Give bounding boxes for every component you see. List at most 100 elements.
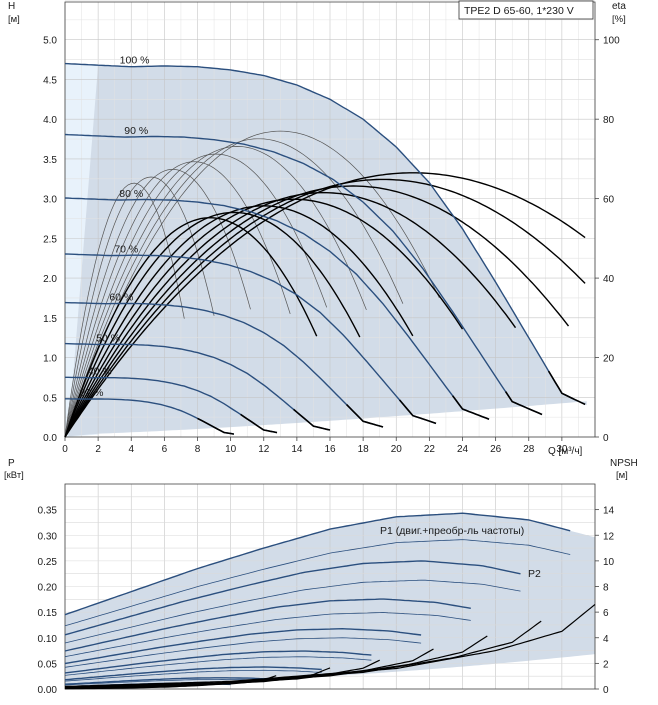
x-tick-label: 16 bbox=[324, 444, 336, 455]
x-tick-label: 28 bbox=[523, 444, 535, 455]
x-tick-label: 10 bbox=[225, 444, 237, 455]
p1-annotation: P1 (двиг.+преобр-ль частоты) bbox=[380, 525, 524, 537]
npsh-tick-label: 0 bbox=[603, 685, 609, 696]
npsh-tick-label: 14 bbox=[603, 506, 615, 517]
x-tick-label: 2 bbox=[95, 444, 101, 455]
p2-curve bbox=[64, 656, 372, 676]
y2-tick-label: 0 bbox=[603, 433, 609, 444]
p2-curve bbox=[64, 678, 273, 686]
head-curve bbox=[64, 342, 331, 431]
npsh-tick-label: 12 bbox=[603, 531, 615, 542]
power-axis-unit: [кВт] bbox=[4, 470, 24, 481]
power-tick-label: 0.10 bbox=[38, 634, 58, 645]
efficiency-curve bbox=[64, 191, 517, 438]
p1-curve bbox=[64, 627, 422, 665]
npsh-curve bbox=[65, 680, 231, 690]
y-tick-label: 3.5 bbox=[43, 155, 57, 166]
efficiency-curve bbox=[64, 130, 440, 438]
npsh-axis-label: NPSH bbox=[610, 458, 638, 469]
flow-axis-label: Q [м³/ч] bbox=[548, 446, 583, 457]
head-curve bbox=[64, 197, 490, 420]
x-tick-label: 4 bbox=[128, 444, 134, 455]
speed-label: 70 % bbox=[114, 243, 138, 255]
efficiency-curve bbox=[64, 146, 367, 438]
speed-label: 32 % bbox=[80, 387, 104, 399]
head-curve bbox=[64, 62, 586, 406]
y-tick-label: 1.0 bbox=[43, 354, 57, 365]
efficiency-curve bbox=[64, 211, 361, 438]
speed-label: 50 % bbox=[96, 332, 120, 344]
x-tick-label: 18 bbox=[358, 444, 370, 455]
p1-curve bbox=[64, 512, 571, 616]
head-curve bbox=[64, 253, 437, 425]
efficiency-curve bbox=[64, 216, 318, 438]
p1-curve bbox=[64, 677, 273, 685]
npsh-tick-label: 2 bbox=[603, 659, 609, 670]
x-tick-label: 20 bbox=[391, 444, 403, 455]
p1-curve bbox=[64, 650, 372, 674]
head-curve bbox=[64, 301, 384, 428]
power-tick-label: 0.00 bbox=[38, 685, 58, 696]
x-tick-label: 8 bbox=[195, 444, 201, 455]
p2-curve bbox=[64, 637, 422, 668]
x-tick-label: 0 bbox=[62, 444, 68, 455]
y-tick-label: 5.0 bbox=[43, 36, 57, 47]
efficiency-curve bbox=[64, 185, 570, 438]
p1-curve bbox=[64, 666, 322, 681]
power-tick-label: 0.25 bbox=[38, 557, 58, 568]
efficiency-curve bbox=[64, 153, 328, 438]
head-curve bbox=[64, 133, 543, 416]
x-tick-label: 12 bbox=[258, 444, 270, 455]
npsh-tick-label: 10 bbox=[603, 557, 615, 568]
power-tick-label: 0.05 bbox=[38, 659, 58, 670]
npsh-tick-label: 4 bbox=[603, 634, 609, 645]
head-curve-end bbox=[547, 370, 586, 406]
p1-curve bbox=[64, 560, 521, 636]
y-tick-label: 2.5 bbox=[43, 234, 57, 245]
npsh-tick-label: 6 bbox=[603, 608, 609, 619]
y-tick-label: 0.0 bbox=[43, 433, 57, 444]
p2-annotation: P2 bbox=[528, 568, 541, 580]
p2-curve bbox=[64, 669, 322, 682]
y-tick-label: 4.5 bbox=[43, 75, 57, 86]
y-tick-label: 2.0 bbox=[43, 274, 57, 285]
x-tick-label: 14 bbox=[291, 444, 303, 455]
p2-curve bbox=[64, 539, 571, 627]
x-tick-label: 30 bbox=[556, 444, 568, 455]
chart-title: TPE2 D 65-60, 1*230 V bbox=[464, 5, 574, 17]
efficiency-curve bbox=[64, 161, 291, 438]
npsh-axis-unit: [м] bbox=[616, 470, 628, 481]
efficiency-curve bbox=[64, 169, 251, 438]
y2-tick-label: 80 bbox=[603, 115, 615, 126]
speed-label: 60 % bbox=[109, 291, 133, 303]
npsh-tick-label: 8 bbox=[603, 583, 609, 594]
x-tick-label: 24 bbox=[457, 444, 469, 455]
x-tick-label: 26 bbox=[490, 444, 502, 455]
power-tick-label: 0.35 bbox=[38, 506, 58, 517]
efficiency-axis-label: eta bbox=[612, 1, 626, 12]
power-axis-label: P bbox=[8, 458, 15, 469]
head-curve-end bbox=[293, 408, 331, 431]
head-curve-end bbox=[197, 417, 235, 435]
y-tick-label: 1.5 bbox=[43, 314, 57, 325]
p2-curve bbox=[64, 579, 521, 644]
speed-label: 90 % bbox=[124, 125, 148, 137]
efficiency-curve bbox=[64, 182, 185, 438]
head-curve-end bbox=[504, 391, 543, 416]
x-tick-label: 6 bbox=[162, 444, 168, 455]
y-tick-label: 3.0 bbox=[43, 195, 57, 206]
head-curve-end bbox=[240, 413, 278, 434]
y2-tick-label: 20 bbox=[603, 354, 615, 365]
y2-tick-label: 60 bbox=[603, 195, 615, 206]
p2-curve bbox=[64, 612, 471, 658]
head-axis-unit: [м] bbox=[8, 14, 20, 25]
head-curve-end bbox=[451, 395, 490, 420]
efficiency-curve bbox=[64, 198, 464, 438]
speed-label: 100 % bbox=[120, 55, 150, 67]
efficiency-axis-unit: [%] bbox=[612, 14, 626, 25]
y2-tick-label: 100 bbox=[603, 36, 620, 47]
power-tick-label: 0.20 bbox=[38, 583, 58, 594]
x-tick-label: 22 bbox=[424, 444, 436, 455]
